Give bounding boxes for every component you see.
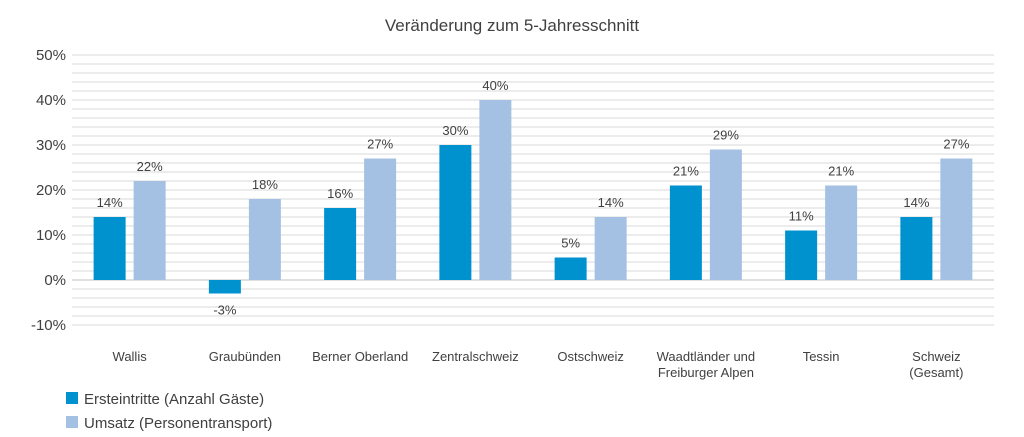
x-tick-label: Wallis <box>113 349 148 364</box>
bar <box>594 217 627 280</box>
data-label: 5% <box>561 236 580 251</box>
bars <box>93 100 973 294</box>
y-tick-label: 0% <box>44 272 66 289</box>
data-labels: 14% 22% -3% 18% 16% 27% 30% 40% 5% 14% 21% 29% 11% 21… <box>97 78 970 318</box>
bar <box>554 257 587 280</box>
y-tick-label: 50% <box>36 47 66 64</box>
x-tick-label: Tessin <box>803 349 840 364</box>
bar <box>940 158 973 280</box>
data-label: 40% <box>482 78 508 93</box>
data-label: 30% <box>442 123 468 138</box>
data-label: 14% <box>903 195 929 210</box>
x-axis: Wallis Graubünden Berner Oberland Zentralsc… <box>113 349 964 380</box>
data-label: 11% <box>789 209 814 224</box>
data-label: 27% <box>943 137 969 152</box>
legend-swatch <box>66 416 78 428</box>
legend: Ersteintritte (Anzahl Gäste) Umsatz (Pers… <box>66 391 272 432</box>
data-label: 29% <box>713 128 739 143</box>
data-label: 21% <box>673 164 699 179</box>
bar <box>669 185 702 280</box>
bar <box>93 217 126 280</box>
data-label: 27% <box>367 137 393 152</box>
data-label: 21% <box>828 164 854 179</box>
y-tick-label: 30% <box>36 137 66 154</box>
bar <box>364 158 397 280</box>
x-tick-label: Schweiz <box>912 349 960 364</box>
data-label: -3% <box>213 303 237 318</box>
x-tick-label: Waadtländer und <box>657 349 756 364</box>
x-tick-label: Berner Oberland <box>312 349 408 364</box>
x-tick-label: (Gesamt) <box>909 365 963 380</box>
data-label: 22% <box>137 159 163 174</box>
y-tick-label: 40% <box>36 92 66 109</box>
bar <box>439 145 472 280</box>
bar <box>479 100 512 280</box>
legend-label: Umsatz (Personentransport) <box>84 415 272 432</box>
bar <box>208 280 241 294</box>
bar <box>709 149 742 280</box>
x-tick-label: Zentralschweiz <box>432 349 519 364</box>
data-label: 14% <box>97 195 123 210</box>
data-label: 16% <box>327 186 353 201</box>
bar <box>324 208 357 280</box>
x-tick-label: Ostschweiz <box>557 349 623 364</box>
x-tick-label: Freiburger Alpen <box>658 365 754 380</box>
bar <box>785 230 818 280</box>
data-label: 14% <box>598 195 624 210</box>
legend-label: Ersteintritte (Anzahl Gäste) <box>84 391 264 408</box>
legend-swatch <box>66 392 78 404</box>
y-axis: -10% 0% 10% 20% 30% 40% 50% <box>31 47 66 334</box>
y-tick-label: -10% <box>31 317 66 334</box>
data-label: 18% <box>252 177 278 192</box>
bar <box>900 217 933 280</box>
x-tick-label: Graubünden <box>209 349 281 364</box>
chart-title: Veränderung zum 5-Jahresschnitt <box>385 16 639 35</box>
y-tick-label: 20% <box>36 182 66 199</box>
bar <box>248 199 281 280</box>
bar <box>133 181 166 280</box>
bar <box>825 185 858 280</box>
y-tick-label: 10% <box>36 227 66 244</box>
